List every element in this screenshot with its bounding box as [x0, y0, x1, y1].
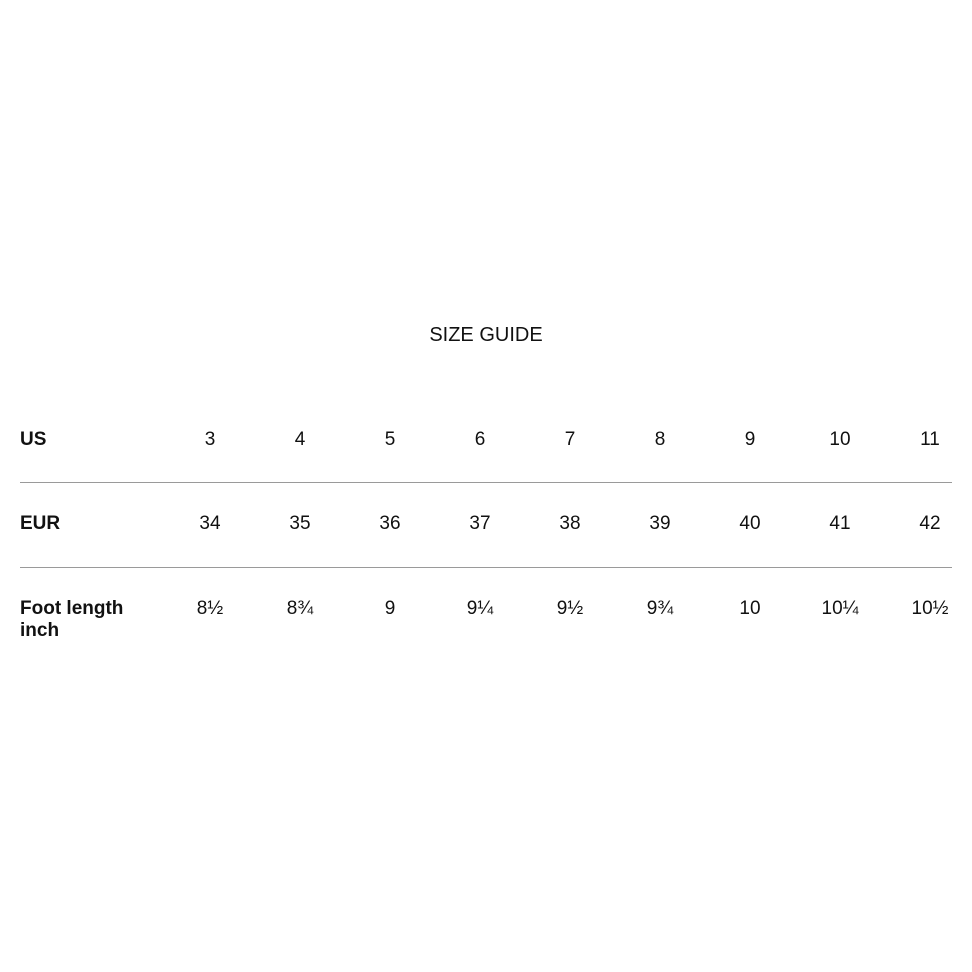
size-cell: 4	[294, 429, 306, 450]
row-label: Foot length inch	[20, 598, 123, 642]
size-cell: 10½	[911, 598, 949, 619]
size-cell: 10	[829, 429, 851, 450]
size-cell: 9¼	[466, 598, 494, 619]
divider	[20, 482, 952, 483]
size-cell: 41	[829, 513, 851, 534]
size-cell: 35	[289, 513, 311, 534]
size-cell: 3	[204, 429, 216, 450]
size-cell: 6	[474, 429, 486, 450]
size-cell: 8½	[196, 598, 224, 619]
size-cell: 8¾	[286, 598, 314, 619]
size-cell: 40	[739, 513, 761, 534]
row-label: US	[20, 429, 47, 450]
size-cell: 42	[919, 513, 941, 534]
size-cell: 8	[654, 429, 666, 450]
size-cell: 9	[744, 429, 756, 450]
size-cell: 38	[559, 513, 581, 534]
size-cell: 9½	[556, 598, 584, 619]
size-cell: 34	[199, 513, 221, 534]
size-cell: 39	[649, 513, 671, 534]
size-cell: 37	[469, 513, 491, 534]
size-cell: 11	[920, 429, 940, 450]
size-cell: 9	[384, 598, 396, 619]
size-cell: 36	[379, 513, 401, 534]
page-title: SIZE GUIDE	[429, 324, 543, 346]
size-cell: 10¼	[821, 598, 859, 619]
size-cell: 5	[384, 429, 396, 450]
row-label-unit: inch	[20, 620, 60, 641]
size-cell: 7	[564, 429, 576, 450]
row-label-main: Foot length	[20, 598, 124, 619]
size-cell: 9¾	[646, 598, 674, 619]
size-cell: 10	[739, 598, 761, 619]
divider	[20, 567, 952, 568]
row-label: EUR	[20, 513, 61, 534]
